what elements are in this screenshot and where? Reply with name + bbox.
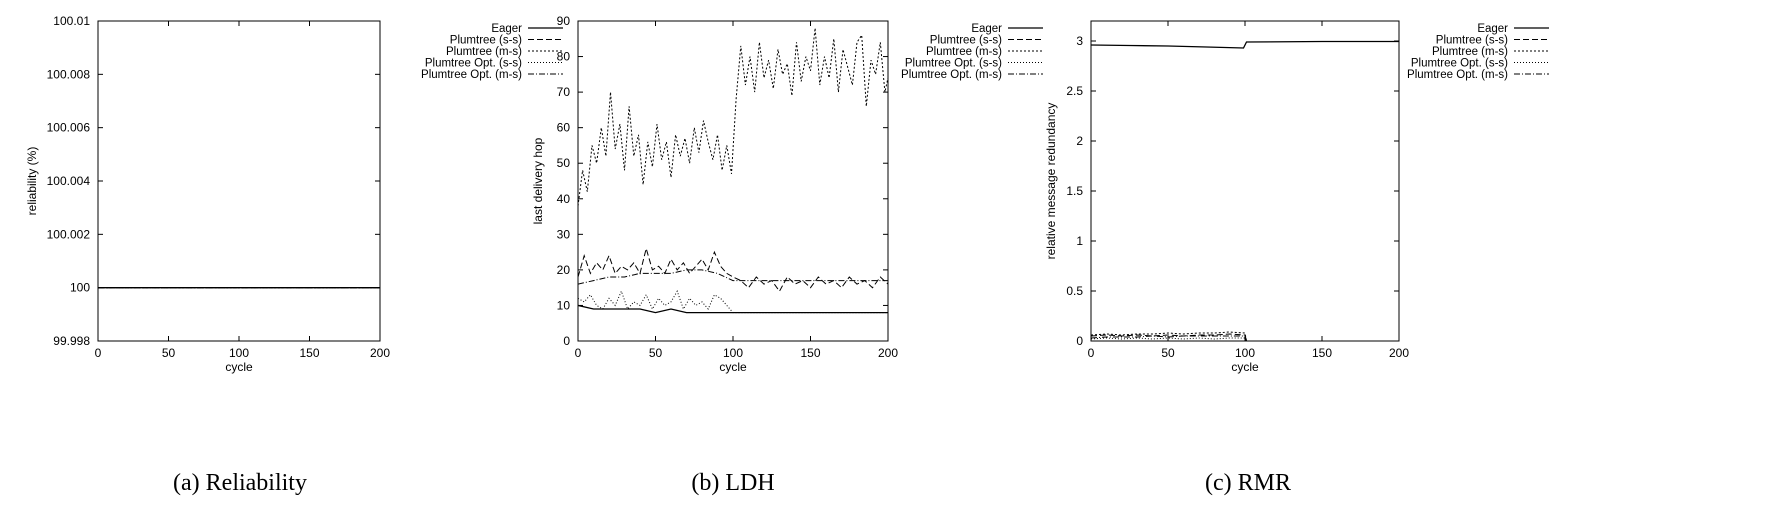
series-line-3 [578, 289, 888, 314]
x-tick-label: 200 [370, 346, 390, 360]
plot-frame [97, 20, 381, 342]
series-line-4 [578, 269, 888, 285]
legend-label: Plumtree Opt. (s-s) [425, 58, 522, 70]
x-tick-label: 100 [1235, 346, 1255, 360]
y-tick-label: 100.006 [47, 121, 91, 135]
y-tick-label: 70 [557, 85, 571, 99]
y-tick-label: 100.004 [47, 174, 91, 188]
y-tick-label: 100 [70, 281, 90, 295]
legend-label: Plumtree (m-s) [926, 46, 1002, 58]
chart-rmr: 0 0.5 1 1.5 2 2.5 3 0 50 100 150 200 cycle relative m… [1044, 20, 1549, 374]
y-tick-label: 99.998 [53, 334, 90, 348]
x-axis-label: cycle [1231, 360, 1259, 374]
y-tick-label: 30 [557, 227, 571, 241]
legend-label: Eager [971, 23, 1002, 35]
legend-label: Plumtree Opt. (s-s) [1411, 58, 1508, 70]
x-tick-label: 0 [95, 346, 102, 360]
series-line-2 [1091, 331, 1399, 341]
legend-label: Plumtree (s-s) [930, 35, 1002, 47]
x-tick-label: 100 [723, 346, 743, 360]
series-line-0 [1091, 40, 1399, 49]
y-tick-label: 100.002 [47, 227, 91, 241]
x-tick-label: 150 [299, 346, 319, 360]
y-tick-label: 80 [557, 50, 571, 64]
caption-reliability: (a) Reliability [173, 470, 307, 496]
series-line-4 [1091, 335, 1399, 341]
x-axis-label: cycle [225, 360, 253, 374]
legend-label: Eager [1477, 23, 1508, 35]
caption-rmr: (c) RMR [1205, 470, 1291, 496]
y-tick-label: 100.01 [53, 14, 90, 28]
x-tick-label: 50 [649, 346, 663, 360]
y-tick-label: 60 [557, 121, 571, 135]
y-tick-label: 50 [557, 156, 571, 170]
legend-label: Plumtree Opt. (m-s) [901, 69, 1002, 81]
series-line-3 [1091, 337, 1399, 341]
x-tick-label: 200 [1389, 346, 1409, 360]
series-line-0 [578, 304, 888, 314]
plot-frame [1090, 20, 1400, 342]
y-tick-label: 1 [1076, 234, 1083, 248]
x-tick-label: 150 [800, 346, 820, 360]
legend-label: Plumtree (s-s) [450, 35, 522, 47]
x-tick-label: 200 [878, 346, 898, 360]
x-tick-label: 50 [162, 346, 176, 360]
y-tick-label: 1.5 [1066, 184, 1083, 198]
x-tick-label: 0 [575, 346, 582, 360]
y-tick-label: 0 [563, 334, 570, 348]
y-tick-label: 3 [1076, 34, 1083, 48]
caption-ldh: (b) LDH [691, 470, 774, 496]
y-tick-label: 0.5 [1066, 284, 1083, 298]
legend-label: Eager [491, 23, 522, 35]
legend-label: Plumtree (m-s) [446, 46, 522, 58]
y-tick-label: 2.5 [1066, 84, 1083, 98]
legend-label: Plumtree Opt. (m-s) [421, 69, 522, 81]
legend-label: Plumtree (m-s) [1432, 46, 1508, 58]
series-line-2 [578, 28, 888, 206]
chart-ldh: 0 10 20 30 40 50 60 70 80 90 0 50 100 150 200 cycle last… [531, 14, 1043, 374]
y-axis-label: relative message redundancy [1044, 103, 1058, 260]
y-tick-label: 90 [557, 14, 571, 28]
y-tick-label: 20 [557, 263, 571, 277]
y-tick-label: 0 [1076, 334, 1083, 348]
plot-frame [577, 20, 889, 342]
y-axis-label: last delivery hop [531, 137, 545, 224]
y-axis-label: reliability (%) [25, 147, 39, 216]
y-tick-label: 10 [557, 298, 571, 312]
legend-label: Plumtree Opt. (s-s) [905, 58, 1002, 70]
y-tick-label: 2 [1076, 134, 1083, 148]
legend-label: Plumtree (s-s) [1436, 35, 1508, 47]
legend-label: Plumtree Opt. (m-s) [1407, 69, 1508, 81]
x-tick-label: 100 [229, 346, 249, 360]
chart-reliability: 99.998 100 100.002 100.004 100.006 100.008 100… [25, 14, 563, 374]
x-tick-label: 150 [1312, 346, 1332, 360]
y-tick-label: 40 [557, 192, 571, 206]
x-axis-label: cycle [719, 360, 747, 374]
series-line-1 [578, 246, 888, 293]
x-tick-label: 50 [1161, 346, 1175, 360]
y-tick-label: 100.008 [47, 67, 91, 81]
x-tick-label: 0 [1088, 346, 1095, 360]
